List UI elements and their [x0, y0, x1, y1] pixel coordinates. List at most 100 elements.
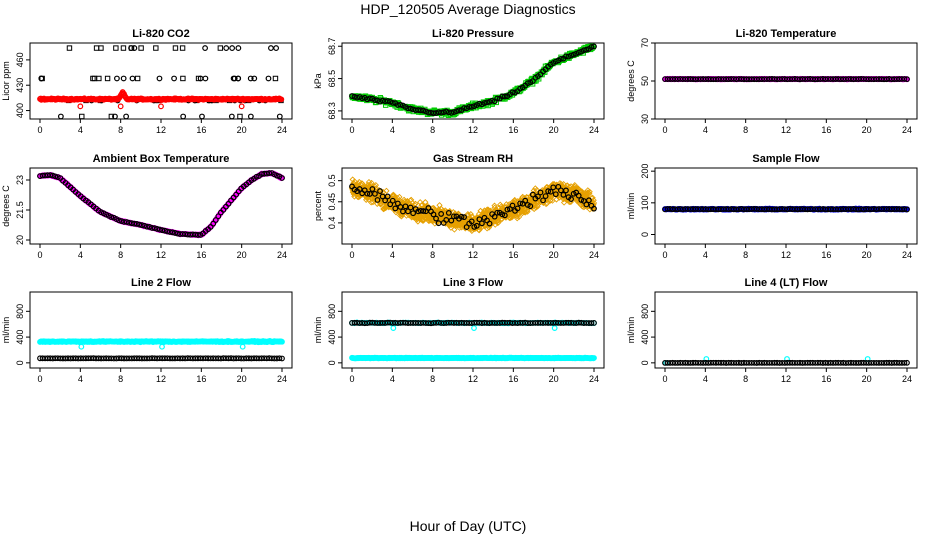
data-point	[389, 197, 396, 204]
data-point	[396, 193, 403, 201]
data-point	[445, 209, 452, 216]
x-tick-label: 12	[468, 250, 478, 260]
data-point	[560, 191, 567, 198]
data-point	[552, 191, 559, 198]
y-tick-label: 0	[15, 360, 25, 365]
x-tick-label: 0	[37, 374, 42, 384]
data-point	[172, 45, 179, 51]
y-tick-label: 0.4	[327, 217, 337, 230]
data-point	[586, 188, 593, 195]
y-tick-label: 800	[327, 304, 337, 319]
data-point	[438, 211, 445, 217]
data-point	[272, 75, 279, 82]
x-tick-label: 24	[589, 125, 599, 135]
data-point	[563, 53, 569, 60]
data-point	[78, 343, 85, 350]
data-point	[583, 46, 590, 53]
x-tick-label: 12	[156, 125, 166, 135]
data-point	[138, 45, 144, 51]
y-axis-label: percent	[313, 190, 323, 221]
data-point	[407, 204, 414, 211]
data-point	[392, 205, 399, 212]
data-point	[279, 355, 285, 362]
data-point	[467, 211, 474, 218]
data-point	[180, 75, 186, 82]
data-point	[90, 75, 96, 82]
data-point	[433, 215, 439, 222]
x-tick-label: 16	[196, 125, 206, 135]
x-tick-label: 8	[430, 125, 435, 135]
data-point	[591, 43, 597, 50]
data-point	[279, 175, 285, 181]
data-point	[251, 75, 258, 82]
data-point	[120, 45, 127, 51]
data-point	[120, 75, 127, 82]
y-axis-label: ml/min	[626, 193, 636, 220]
x-tick-label: 12	[781, 125, 791, 135]
x-tick-label: 12	[781, 250, 791, 260]
x-tick-label: 12	[156, 374, 166, 384]
data-point	[481, 100, 488, 106]
y-tick-label: 800	[15, 304, 25, 319]
data-point	[479, 220, 485, 227]
x-tick-label: 8	[118, 250, 123, 260]
x-tick-label: 20	[549, 125, 559, 135]
data-point	[402, 203, 409, 210]
data-point	[509, 202, 516, 209]
data-point	[527, 203, 534, 210]
data-point	[436, 202, 443, 209]
data-point	[235, 75, 242, 82]
x-tick-label: 20	[237, 250, 247, 260]
data-point	[560, 199, 568, 206]
data-point	[583, 201, 590, 208]
data-point	[104, 75, 111, 82]
data-point	[473, 222, 480, 229]
data-point	[266, 170, 273, 176]
y-tick-label: 20	[15, 235, 25, 245]
y-tick-label: 23	[15, 175, 25, 185]
data-point	[901, 76, 908, 82]
data-point	[501, 93, 508, 100]
series-group	[37, 45, 285, 120]
data-point	[247, 113, 254, 120]
data-point	[578, 188, 586, 195]
data-point	[134, 75, 141, 82]
data-point	[407, 105, 414, 112]
x-tick-label: 20	[862, 374, 872, 384]
y-tick-label: 70	[640, 38, 650, 48]
data-point	[108, 113, 115, 120]
x-tick-label: 0	[662, 374, 667, 384]
data-point	[588, 44, 595, 50]
data-point	[158, 103, 164, 110]
x-tick-label: 20	[237, 125, 247, 135]
data-point	[568, 196, 574, 202]
data-point	[542, 193, 549, 200]
y-tick-label: 50	[640, 76, 650, 86]
y-tick-label: 100	[640, 195, 650, 210]
data-point	[397, 101, 404, 108]
data-point	[456, 107, 462, 114]
data-point	[366, 95, 373, 102]
data-point	[543, 200, 551, 207]
data-point	[91, 75, 98, 82]
data-point	[161, 227, 168, 234]
data-point	[575, 192, 582, 199]
data-point	[461, 105, 467, 111]
data-point	[159, 227, 166, 234]
data-point	[156, 226, 163, 233]
data-point	[377, 188, 383, 194]
data-point	[591, 355, 597, 361]
data-point	[557, 55, 564, 62]
y-tick-label: 0.45	[327, 193, 337, 211]
data-point	[121, 218, 127, 225]
x-tick-label: 20	[549, 250, 559, 260]
data-point	[265, 75, 272, 82]
data-point	[47, 172, 54, 179]
data-point	[156, 75, 163, 82]
data-point	[530, 200, 538, 207]
data-point	[588, 320, 595, 326]
x-tick-label: 0	[349, 250, 354, 260]
